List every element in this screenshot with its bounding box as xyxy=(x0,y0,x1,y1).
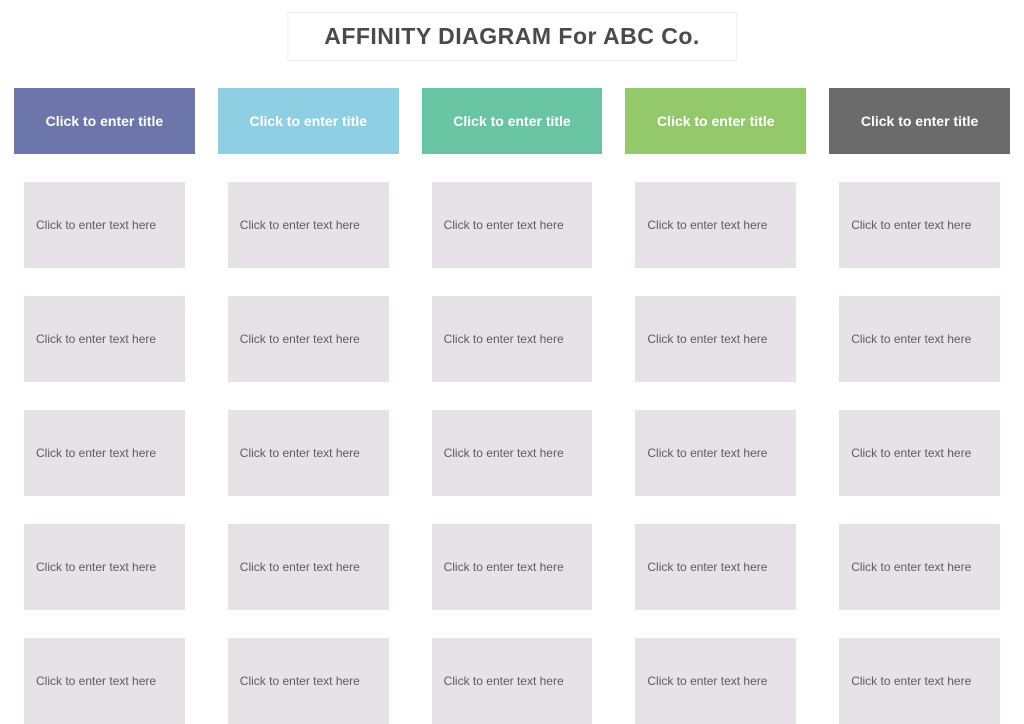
card-col4-row5[interactable]: Click to enter text here xyxy=(635,638,796,724)
column-2-cards: Click to enter text here Click to enter t… xyxy=(218,182,399,724)
card-col4-row3[interactable]: Click to enter text here xyxy=(635,410,796,496)
card-col3-row4[interactable]: Click to enter text here xyxy=(432,524,593,610)
column-5: Click to enter title Click to enter text … xyxy=(829,88,1010,724)
card-col4-row4[interactable]: Click to enter text here xyxy=(635,524,796,610)
card-col3-row1[interactable]: Click to enter text here xyxy=(432,182,593,268)
column-5-cards: Click to enter text here Click to enter t… xyxy=(829,182,1010,724)
card-col4-row1[interactable]: Click to enter text here xyxy=(635,182,796,268)
card-col5-row3[interactable]: Click to enter text here xyxy=(839,410,1000,496)
column-4: Click to enter title Click to enter text … xyxy=(625,88,806,724)
column-1-cards: Click to enter text here Click to enter t… xyxy=(14,182,195,724)
card-col2-row3[interactable]: Click to enter text here xyxy=(228,410,389,496)
column-1: Click to enter title Click to enter text … xyxy=(14,88,195,724)
column-3: Click to enter title Click to enter text … xyxy=(422,88,603,724)
card-col1-row1[interactable]: Click to enter text here xyxy=(24,182,185,268)
card-col2-row1[interactable]: Click to enter text here xyxy=(228,182,389,268)
card-col3-row5[interactable]: Click to enter text here xyxy=(432,638,593,724)
card-col1-row4[interactable]: Click to enter text here xyxy=(24,524,185,610)
column-3-cards: Click to enter text here Click to enter t… xyxy=(422,182,603,724)
card-col5-row4[interactable]: Click to enter text here xyxy=(839,524,1000,610)
card-col3-row3[interactable]: Click to enter text here xyxy=(432,410,593,496)
column-3-title[interactable]: Click to enter title xyxy=(422,88,603,154)
card-col5-row1[interactable]: Click to enter text here xyxy=(839,182,1000,268)
diagram-title[interactable]: AFFINITY DIAGRAM For ABC Co. xyxy=(287,12,737,61)
column-5-title[interactable]: Click to enter title xyxy=(829,88,1010,154)
card-col1-row5[interactable]: Click to enter text here xyxy=(24,638,185,724)
card-col2-row5[interactable]: Click to enter text here xyxy=(228,638,389,724)
column-4-cards: Click to enter text here Click to enter t… xyxy=(625,182,806,724)
card-col2-row2[interactable]: Click to enter text here xyxy=(228,296,389,382)
column-1-title[interactable]: Click to enter title xyxy=(14,88,195,154)
card-col3-row2[interactable]: Click to enter text here xyxy=(432,296,593,382)
card-col4-row2[interactable]: Click to enter text here xyxy=(635,296,796,382)
card-col1-row2[interactable]: Click to enter text here xyxy=(24,296,185,382)
card-col1-row3[interactable]: Click to enter text here xyxy=(24,410,185,496)
card-col5-row5[interactable]: Click to enter text here xyxy=(839,638,1000,724)
card-col5-row2[interactable]: Click to enter text here xyxy=(839,296,1000,382)
column-2-title[interactable]: Click to enter title xyxy=(218,88,399,154)
column-2: Click to enter title Click to enter text … xyxy=(218,88,399,724)
card-col2-row4[interactable]: Click to enter text here xyxy=(228,524,389,610)
columns-container: Click to enter title Click to enter text … xyxy=(14,88,1010,724)
column-4-title[interactable]: Click to enter title xyxy=(625,88,806,154)
